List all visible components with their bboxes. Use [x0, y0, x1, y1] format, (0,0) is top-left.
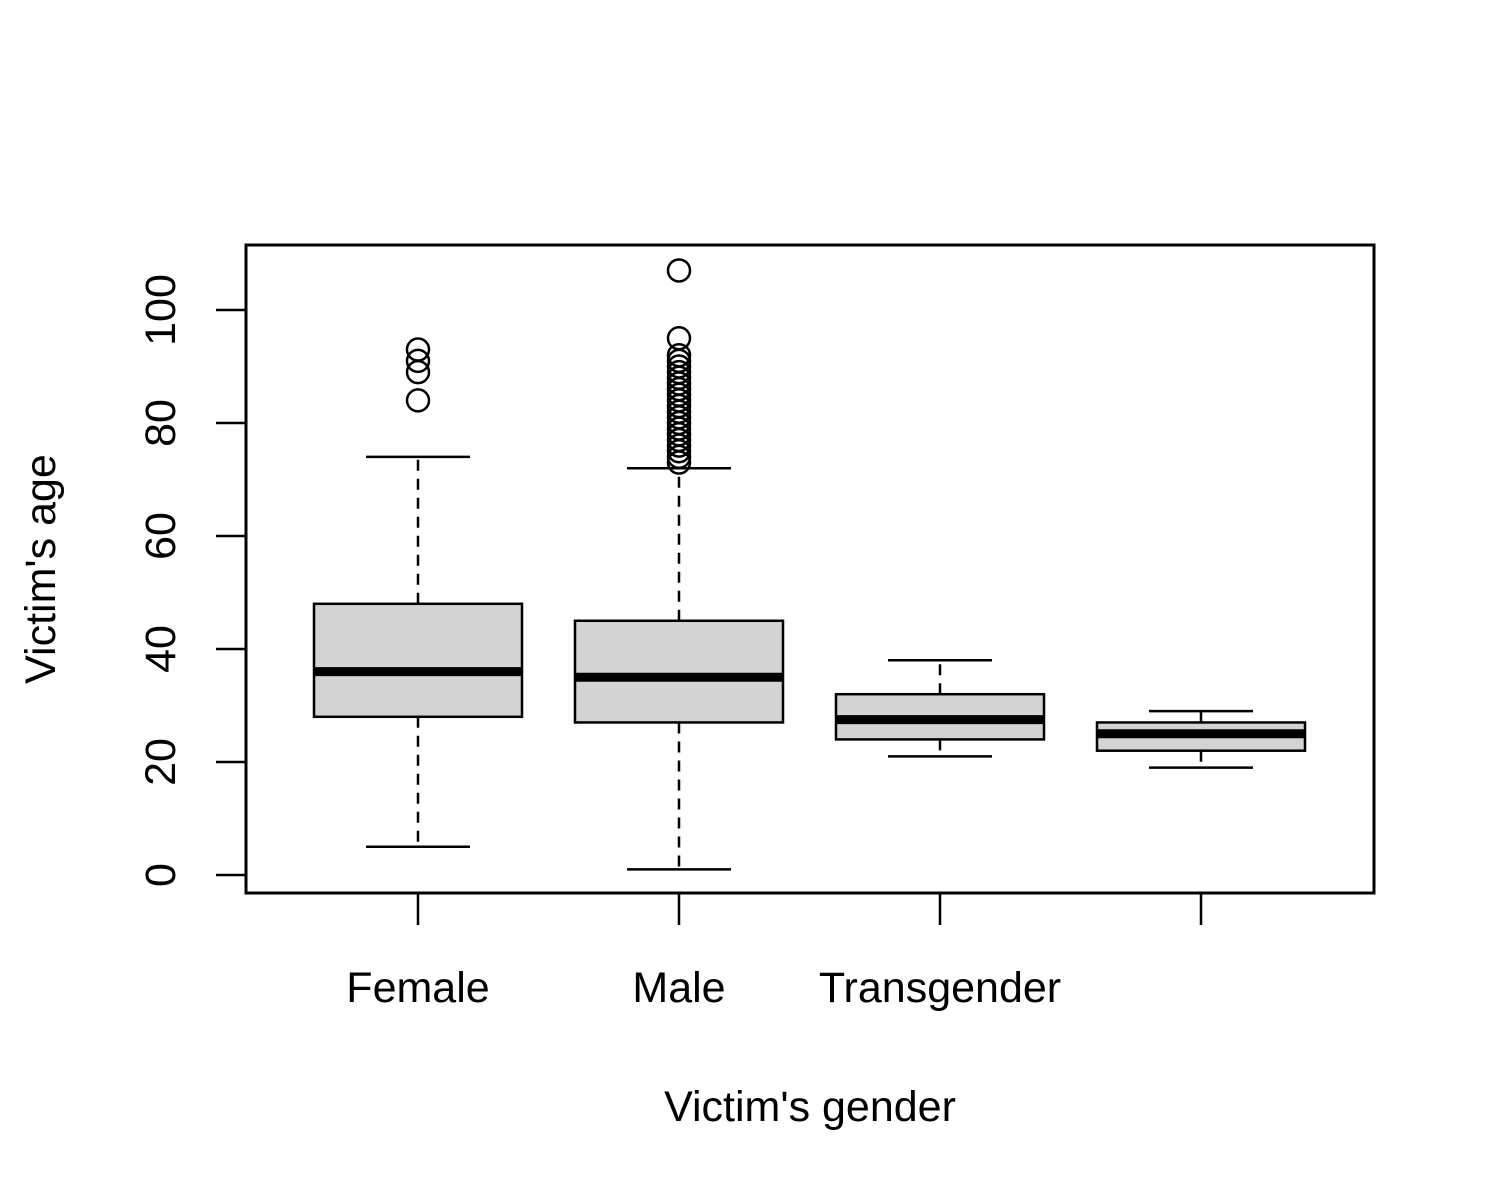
outlier-point [666, 359, 692, 385]
y-tick-label: 100 [137, 274, 185, 346]
y-tick-label: 60 [137, 512, 185, 560]
outlier-point [405, 348, 431, 374]
x-axis-title: Victim's gender [664, 1083, 956, 1131]
box-group [1095, 709, 1307, 769]
box-group [573, 258, 785, 871]
outlier-point [405, 337, 431, 362]
x-tick-label: Transgender [819, 964, 1061, 1012]
y-tick-label: 20 [137, 738, 185, 786]
y-tick-label: 80 [137, 399, 185, 447]
outlier-point [666, 326, 692, 351]
x-tick-label: Female [346, 964, 489, 1012]
y-tick-label: 0 [137, 863, 185, 887]
boxes [312, 258, 1307, 871]
y-tick-label: 40 [137, 625, 185, 673]
box-group [312, 337, 524, 848]
box-group [834, 659, 1046, 758]
y-axis: 0 20 40 60 80 100 [137, 274, 248, 887]
y-axis-title: Victim's age [17, 454, 65, 684]
x-tick-label: Male [632, 964, 725, 1012]
x-axis: Female Male Transgender [346, 891, 1203, 1012]
outlier-point [405, 388, 431, 413]
iqr-box [573, 619, 785, 724]
outlier-point [666, 354, 692, 379]
iqr-box [312, 602, 524, 719]
outlier-point [666, 258, 692, 283]
outlier-point [666, 342, 692, 368]
plot-frame [244, 243, 1376, 895]
